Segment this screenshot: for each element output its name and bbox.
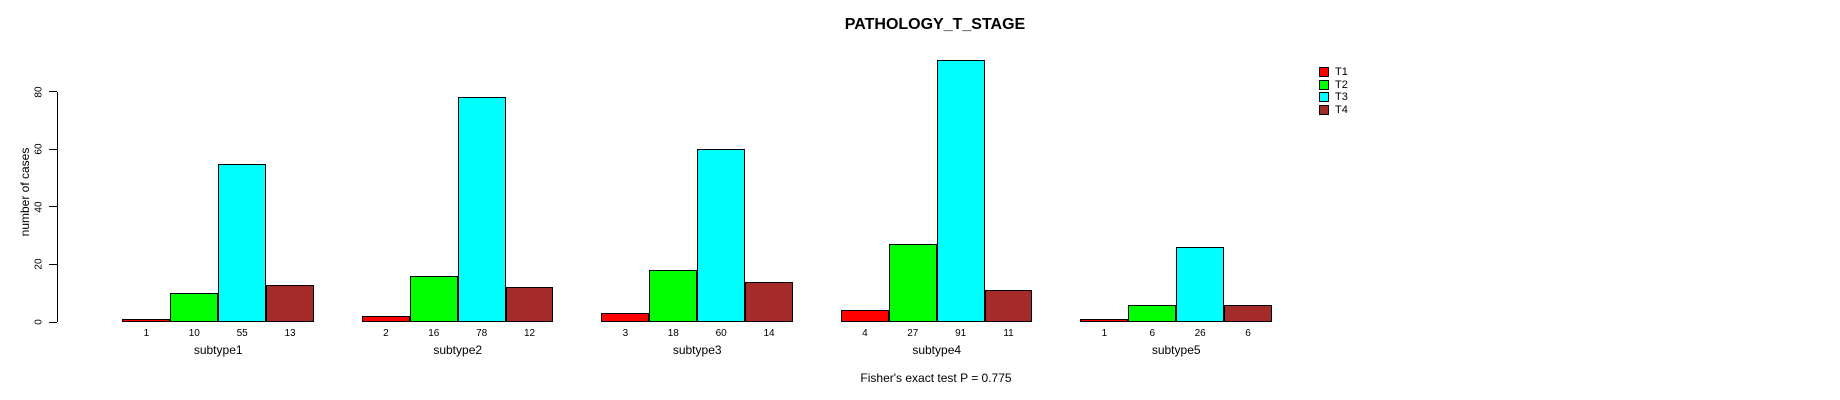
bar-value-label: 27 [907, 328, 919, 339]
legend-swatch-t4 [1319, 105, 1329, 116]
bar-value-label: 11 [1003, 328, 1014, 339]
bar-value-label: 13 [284, 328, 296, 339]
bar-value-label: 12 [523, 328, 536, 339]
bar-t4-subtype4 [984, 290, 1033, 322]
bar-value-label: 1 [143, 328, 150, 339]
legend-label-t4: T4 [1335, 104, 1348, 117]
bar-t3-subtype3 [697, 149, 746, 322]
bar-value-label: 55 [236, 328, 248, 339]
bar-t4-subtype1 [266, 284, 314, 322]
legend-item-t4: T4 [1319, 104, 1348, 117]
y-axis-tick [49, 263, 57, 265]
y-axis-tick [49, 91, 57, 93]
y-axis-tick-label: 0 [33, 319, 45, 325]
x-category-label-subtype1: subtype1 [193, 343, 243, 357]
bar-value-label: 78 [476, 328, 488, 339]
bar-value-label: 16 [428, 328, 440, 339]
bar-value-label: 4 [862, 328, 868, 339]
bar-t1-subtype1 [122, 318, 171, 322]
bar-t4-subtype2 [505, 287, 554, 322]
legend-item-t1: T1 [1319, 66, 1348, 78]
x-category-label-subtype3: subtype3 [672, 343, 722, 357]
annotation-fisher-test: Fisher's exact test P = 0.775 [860, 371, 1012, 385]
x-category-label-subtype4: subtype4 [912, 343, 962, 357]
bar-value-label: 6 [1245, 328, 1251, 339]
bar-value-label: 3 [622, 328, 629, 339]
bar-t3-subtype1 [218, 163, 267, 322]
bar-t3-subtype5 [1176, 247, 1225, 322]
y-axis-tick-label: 60 [33, 143, 45, 155]
bar-value-label: 6 [1149, 328, 1156, 339]
x-category-label-subtype2: subtype2 [433, 343, 483, 357]
bar-t1-subtype3 [601, 313, 650, 322]
y-axis-tick-label: 80 [33, 86, 45, 98]
bar-t2-subtype5 [1128, 304, 1177, 322]
legend-swatch-t2 [1319, 79, 1329, 90]
bar-value-label: 14 [763, 328, 775, 339]
y-axis-tick-label: 20 [33, 258, 45, 270]
bar-t4-subtype5 [1224, 304, 1272, 322]
bar-t1-subtype4 [840, 310, 889, 322]
bar-t1-subtype2 [361, 316, 410, 322]
y-axis-tick-label: 40 [33, 201, 45, 213]
bar-value-label: 26 [1194, 328, 1206, 339]
bar-t2-subtype4 [888, 244, 937, 322]
bar-value-label: 10 [188, 328, 200, 339]
bar-value-label: 1 [1101, 328, 1108, 339]
bar-value-label: 60 [715, 328, 727, 339]
y-axis-tick [49, 321, 57, 323]
legend-item-t2: T2 [1319, 78, 1348, 91]
bar-t2-subtype1 [170, 293, 219, 322]
bar-t1-subtype5 [1080, 318, 1129, 322]
x-category-label-subtype5: subtype5 [1151, 343, 1201, 357]
y-axis-tick [49, 148, 57, 150]
bar-t3-subtype2 [457, 97, 506, 322]
bar-t2-subtype2 [409, 275, 458, 322]
legend-label-t2: T2 [1335, 78, 1348, 91]
legend-label-t3: T3 [1335, 91, 1348, 104]
chart-title: PATHOLOGY_T_STAGE [844, 16, 1026, 33]
bar-t4-subtype3 [745, 281, 793, 322]
legend-swatch-t1 [1319, 67, 1329, 77]
legend-item-t3: T3 [1319, 91, 1348, 104]
bar-t2-subtype3 [649, 270, 698, 322]
bar-value-label: 18 [667, 328, 679, 339]
bar-value-label: 2 [383, 328, 389, 339]
legend-swatch-t3 [1319, 92, 1329, 103]
y-axis-line [57, 91, 58, 322]
y-axis-tick [49, 206, 57, 208]
legend-label-t1: T1 [1335, 66, 1348, 78]
bar-t3-subtype4 [936, 59, 985, 322]
bar-value-label: 91 [955, 328, 967, 339]
